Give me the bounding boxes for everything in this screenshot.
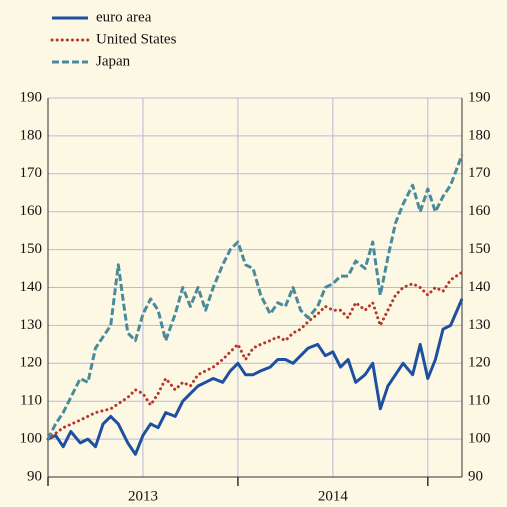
y2-tick-label: 110: [468, 393, 490, 409]
y2-tick-label: 130: [468, 317, 491, 333]
y2-tick-label: 140: [468, 279, 491, 295]
y-tick-label: 110: [20, 393, 42, 409]
y-tick-label: 180: [20, 127, 43, 143]
series-line: [46, 154, 464, 440]
y2-tick-label: 150: [468, 241, 491, 257]
y-tick-label: 130: [20, 317, 43, 333]
x-tick-label: 2014: [318, 488, 349, 504]
x-tick-label: 2013: [128, 488, 158, 504]
legend-label: United States: [96, 31, 177, 47]
y2-tick-label: 100: [468, 431, 491, 447]
legend-label: Japan: [96, 53, 131, 69]
y2-tick-label: 170: [468, 165, 491, 181]
y-tick-label: 190: [20, 89, 43, 105]
y2-tick-label: 180: [468, 127, 491, 143]
y2-tick-label: 160: [468, 203, 491, 219]
legend-label: euro area: [96, 9, 152, 25]
y-tick-label: 100: [20, 431, 43, 447]
y-tick-label: 90: [27, 468, 42, 484]
y-tick-label: 160: [20, 203, 43, 219]
series-line: [46, 270, 464, 441]
series-line: [47, 298, 464, 456]
y-tick-label: 150: [20, 241, 43, 257]
y2-tick-label: 120: [468, 355, 491, 371]
y-tick-label: 120: [20, 355, 43, 371]
y2-tick-label: 190: [468, 89, 491, 105]
y-tick-label: 140: [20, 279, 43, 295]
y2-tick-label: 90: [468, 468, 483, 484]
y-tick-label: 170: [20, 165, 43, 181]
